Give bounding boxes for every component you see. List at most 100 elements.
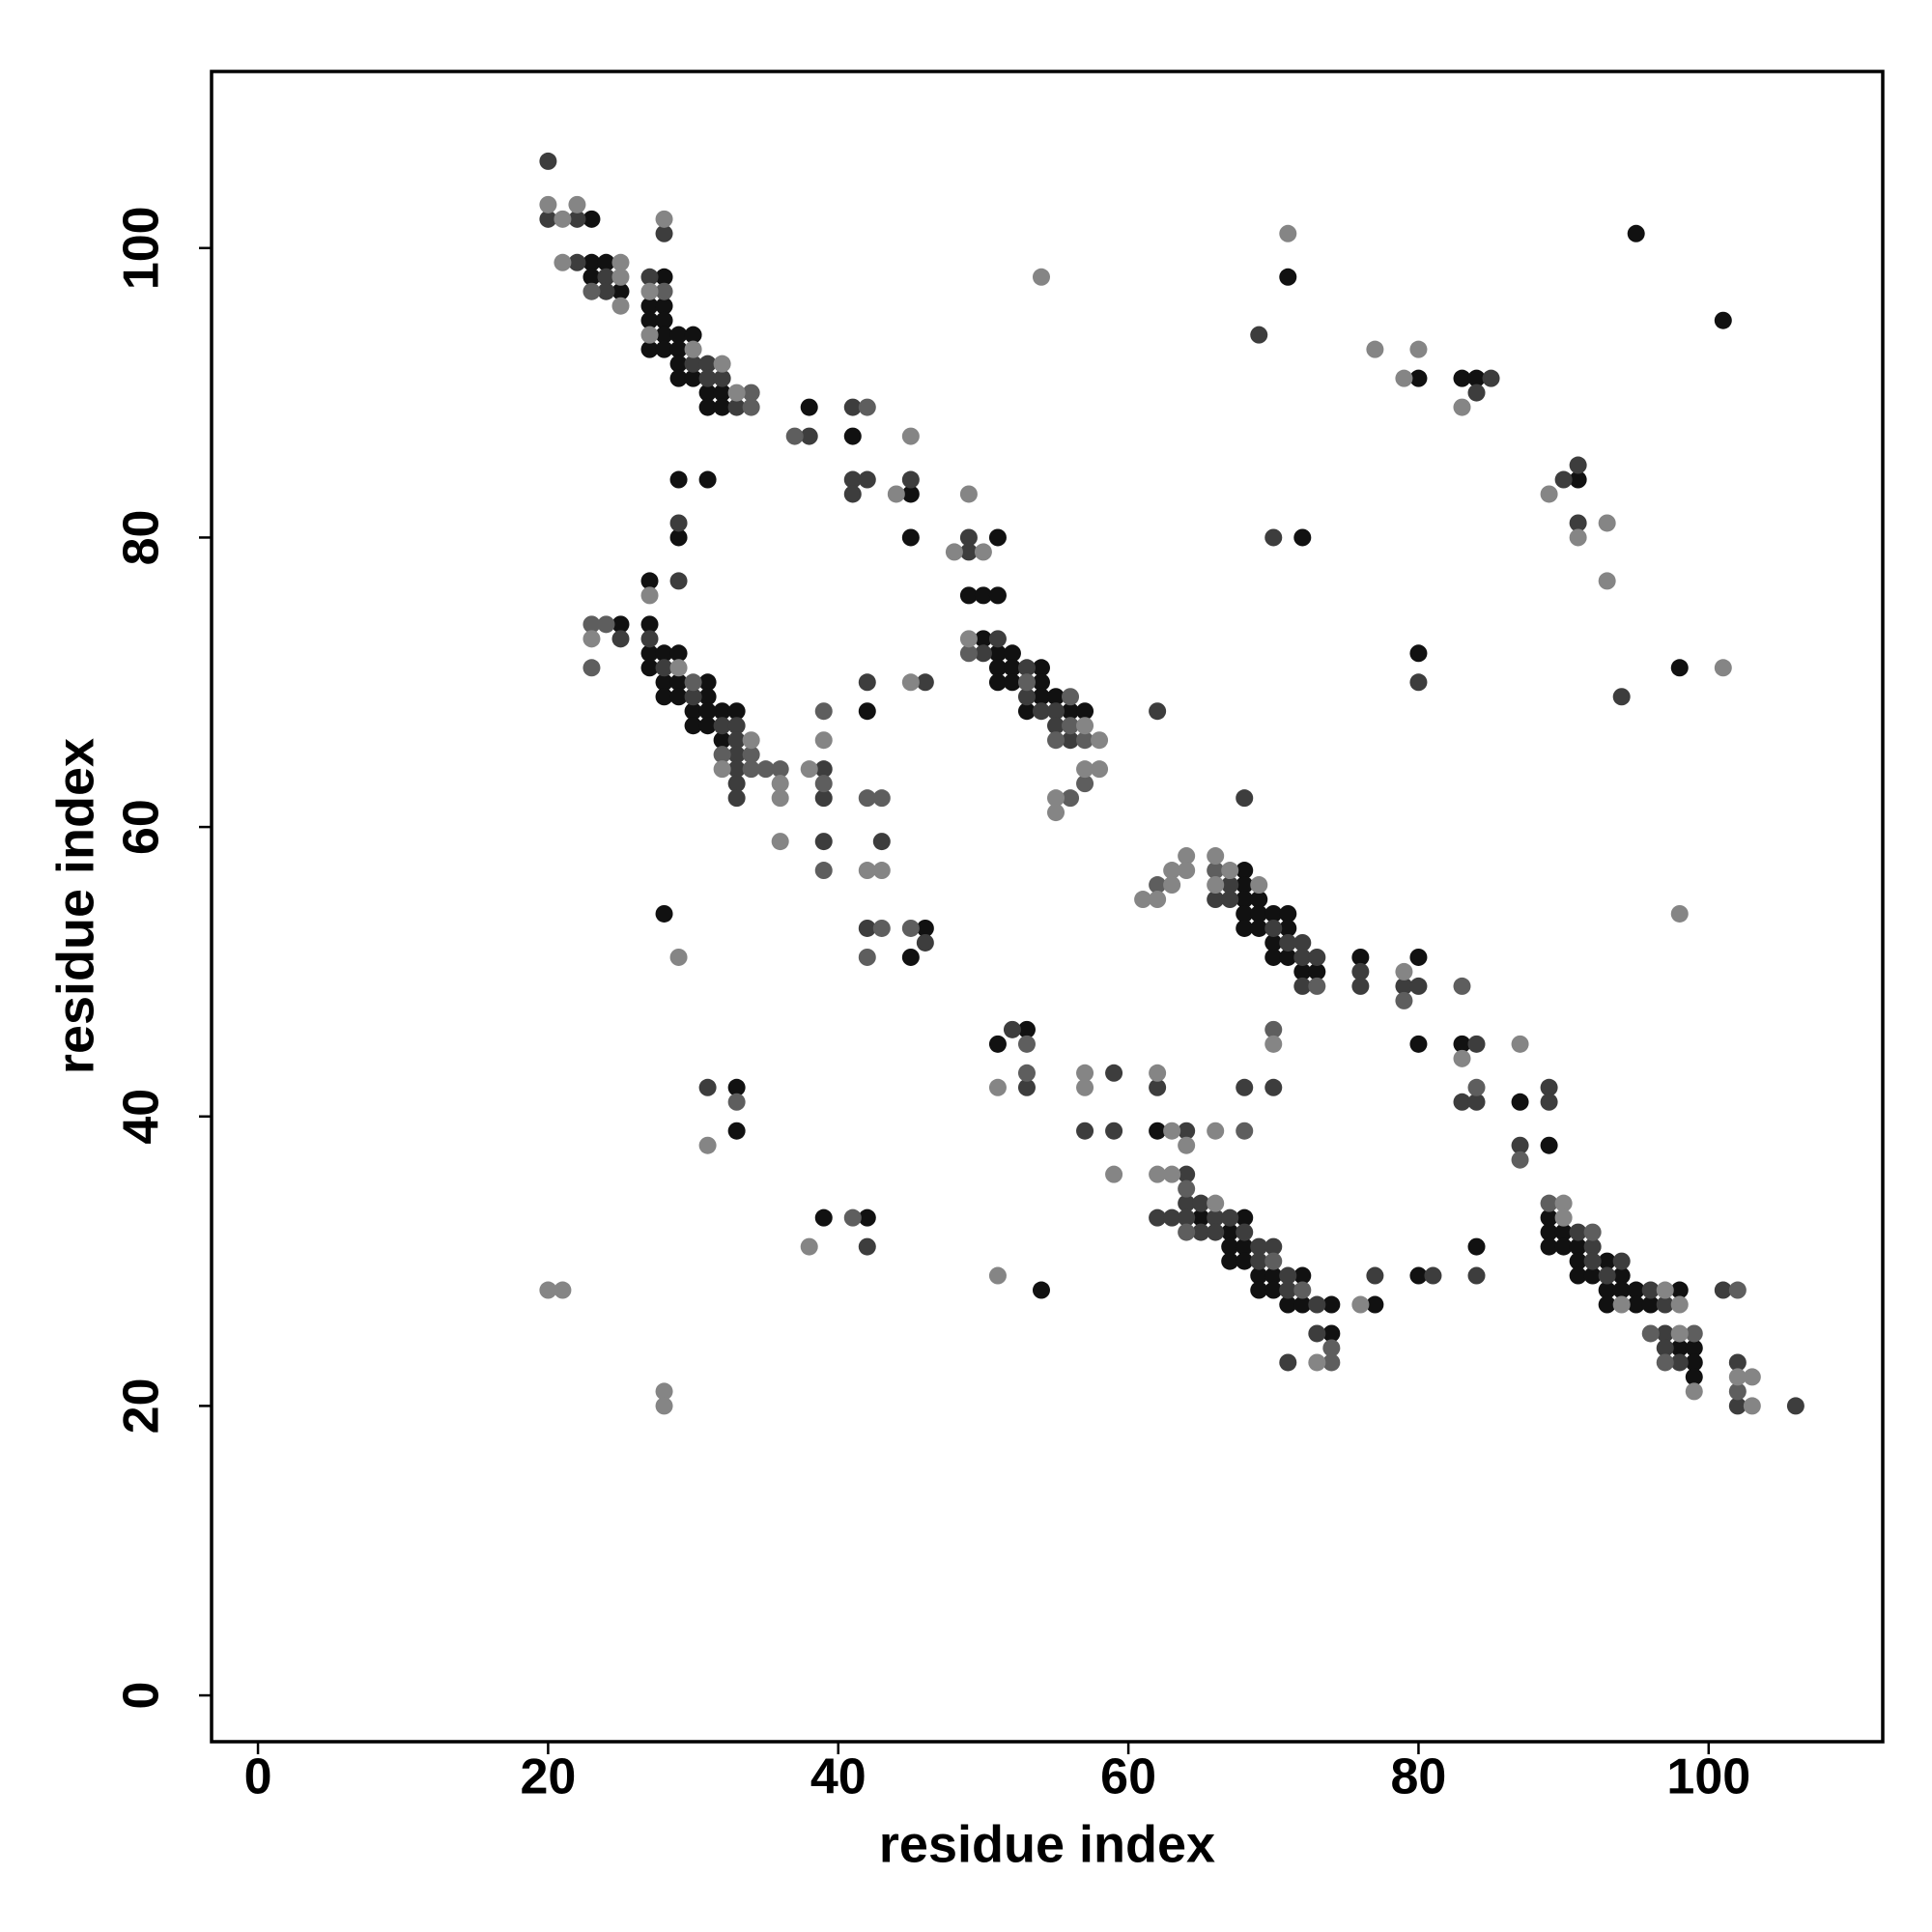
point (1178, 862, 1196, 880)
point (1236, 1223, 1254, 1241)
point (1062, 702, 1080, 721)
point (611, 297, 630, 315)
point (974, 630, 992, 648)
point (1409, 1035, 1428, 1053)
point (1656, 1295, 1674, 1314)
point (1192, 1223, 1210, 1241)
point (539, 195, 557, 213)
point (568, 210, 586, 228)
point (1032, 659, 1050, 677)
point (1714, 311, 1732, 329)
point (698, 369, 717, 387)
x-tick-label: 0 (244, 1749, 272, 1805)
point (959, 630, 978, 648)
point (843, 427, 862, 445)
point (1264, 1237, 1283, 1256)
point (858, 862, 876, 880)
point (1149, 1064, 1167, 1082)
point (742, 398, 760, 416)
point (771, 789, 789, 808)
point (800, 427, 818, 445)
point (1540, 1237, 1558, 1256)
point (669, 355, 688, 373)
point (1351, 1295, 1370, 1314)
point (1670, 1339, 1689, 1357)
point (1047, 804, 1065, 822)
point (640, 326, 659, 344)
point (1583, 1252, 1602, 1270)
point (684, 340, 702, 358)
y-tick-label: 80 (114, 510, 170, 566)
point (988, 659, 1007, 677)
point (1163, 876, 1181, 895)
point (814, 789, 833, 808)
point (872, 862, 891, 880)
point (1236, 1252, 1254, 1270)
point (655, 659, 673, 677)
point (1003, 673, 1021, 692)
point (1714, 1281, 1732, 1299)
point (1236, 1208, 1254, 1227)
point (655, 644, 673, 663)
point (1308, 962, 1326, 980)
point (1308, 948, 1326, 966)
point (901, 948, 920, 966)
point (1583, 1266, 1602, 1285)
point (1149, 1165, 1167, 1183)
point (1511, 1093, 1529, 1111)
point (1163, 1165, 1181, 1183)
point (727, 1122, 746, 1140)
point (1293, 1295, 1312, 1314)
point (800, 398, 818, 416)
point (1511, 1035, 1529, 1053)
point (713, 760, 731, 779)
point (1250, 1252, 1268, 1270)
point (1236, 1122, 1254, 1140)
point (582, 210, 601, 228)
point (1409, 1266, 1428, 1285)
point (1467, 1237, 1486, 1256)
point (1207, 1122, 1225, 1140)
point (1279, 224, 1297, 242)
y-tick-label: 60 (114, 799, 170, 855)
point (1670, 659, 1689, 677)
point (1424, 1266, 1442, 1285)
point (1612, 1281, 1631, 1299)
point (1627, 1281, 1645, 1299)
point (669, 326, 688, 344)
point (1641, 1281, 1660, 1299)
point (669, 470, 688, 489)
point (1221, 891, 1239, 909)
point (1612, 688, 1631, 706)
point (785, 427, 804, 445)
point (1076, 1064, 1094, 1082)
point (1105, 1064, 1123, 1082)
point (655, 688, 673, 706)
point (771, 833, 789, 851)
point (1670, 1295, 1689, 1314)
point (655, 224, 673, 242)
point (1583, 1223, 1602, 1241)
point (1221, 1237, 1239, 1256)
point (1250, 1281, 1268, 1299)
point (1569, 470, 1587, 489)
point (727, 384, 746, 402)
point (1091, 760, 1109, 779)
point (655, 1382, 673, 1401)
point (1149, 876, 1167, 895)
point (1264, 1266, 1283, 1285)
point (988, 1078, 1007, 1096)
point (1293, 1266, 1312, 1285)
point (1236, 891, 1254, 909)
point (1105, 1122, 1123, 1140)
plot-frame (210, 70, 1885, 1744)
point (611, 268, 630, 286)
point (1351, 948, 1370, 966)
point (684, 717, 702, 735)
point (713, 702, 731, 721)
point (554, 1281, 572, 1299)
point (1467, 1093, 1486, 1111)
point (1612, 1252, 1631, 1270)
point (1554, 1194, 1573, 1212)
point (1554, 1208, 1573, 1227)
